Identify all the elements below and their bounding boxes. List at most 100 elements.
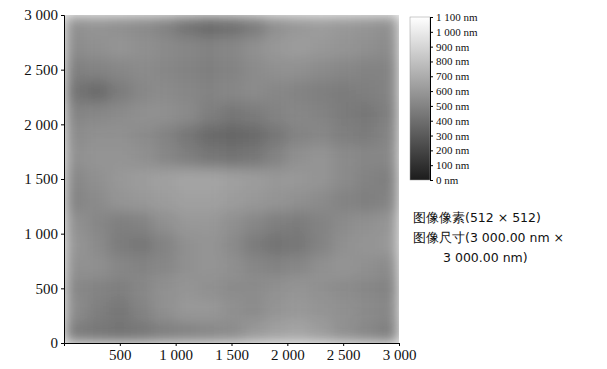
color-bar-tick-mark <box>430 32 433 33</box>
cell <box>287 37 310 59</box>
cell <box>176 277 199 299</box>
cell <box>198 168 221 190</box>
cell <box>131 102 154 124</box>
cell <box>198 299 221 321</box>
cell <box>153 37 176 59</box>
cell <box>265 256 288 278</box>
cell <box>332 234 355 256</box>
cell <box>243 256 266 278</box>
cell <box>332 59 355 81</box>
cell <box>265 321 288 343</box>
cell <box>153 299 176 321</box>
cell <box>109 146 132 168</box>
y-tick-label: 500 <box>36 281 59 297</box>
cell <box>243 15 266 37</box>
cell <box>64 59 87 81</box>
cell <box>332 277 355 299</box>
cell <box>287 277 310 299</box>
cell <box>64 15 87 37</box>
cell <box>131 190 154 212</box>
cell <box>332 15 355 37</box>
cell <box>287 299 310 321</box>
cell <box>287 15 310 37</box>
cell <box>243 59 266 81</box>
cell <box>332 190 355 212</box>
cell <box>198 256 221 278</box>
cell <box>109 81 132 103</box>
cell <box>198 81 221 103</box>
cell <box>176 190 199 212</box>
cell <box>220 299 243 321</box>
cell <box>354 59 377 81</box>
x-tick: 2 500 <box>327 343 361 363</box>
x-axis-line <box>65 344 400 347</box>
cell <box>332 321 355 343</box>
cell <box>153 168 176 190</box>
color-bar-tick-label: 600 nm <box>436 85 470 97</box>
y-tick-mark <box>61 124 64 125</box>
x-tick-label: 3 000 <box>383 347 417 363</box>
cell <box>86 321 109 343</box>
cell <box>310 277 333 299</box>
cell <box>109 124 132 146</box>
cell <box>377 256 399 278</box>
cell <box>109 212 132 234</box>
cell <box>287 146 310 168</box>
cell <box>354 277 377 299</box>
y-tick-mark <box>61 15 64 16</box>
cell <box>243 168 266 190</box>
color-bar-tick-mark <box>430 121 433 122</box>
cell <box>86 234 109 256</box>
cell <box>109 102 132 124</box>
cell <box>243 299 266 321</box>
annotation: 图像尺寸(3 000.00 nm × <box>413 230 564 245</box>
cell <box>64 81 87 103</box>
color-bar-tick-mark <box>430 76 433 77</box>
cell <box>64 37 87 59</box>
color-bar-axis: 0 nm100 nm200 nm300 nm400 nm500 nm600 nm… <box>430 11 478 186</box>
color-bar-tick-label: 900 nm <box>436 41 470 53</box>
cell <box>64 102 87 124</box>
cell <box>377 37 399 59</box>
cell <box>176 37 199 59</box>
cell <box>377 234 399 256</box>
cell <box>64 321 87 343</box>
cell <box>86 168 109 190</box>
cell <box>131 277 154 299</box>
cell <box>64 190 87 212</box>
cell <box>109 168 132 190</box>
x-tick-mark <box>343 343 344 346</box>
cell <box>86 81 109 103</box>
cell <box>287 234 310 256</box>
cell <box>377 15 399 37</box>
cell <box>220 212 243 234</box>
y-tick-label: 3 000 <box>24 7 58 23</box>
cell <box>220 321 243 343</box>
cell <box>176 81 199 103</box>
cell <box>265 37 288 59</box>
cell <box>265 15 288 37</box>
cell <box>131 234 154 256</box>
cell <box>310 124 333 146</box>
x-axis: 5001 0001 5002 0002 5003 000 <box>65 343 417 363</box>
cell <box>265 59 288 81</box>
color-bar-tick: 400 nm <box>430 115 470 127</box>
cell <box>176 234 199 256</box>
cell <box>243 277 266 299</box>
cell <box>198 321 221 343</box>
cell <box>153 321 176 343</box>
cell <box>310 190 333 212</box>
cell <box>109 299 132 321</box>
cell <box>131 168 154 190</box>
color-bar-tick-mark <box>430 91 433 92</box>
cell <box>176 15 199 37</box>
cell <box>287 59 310 81</box>
cell <box>198 59 221 81</box>
cell <box>109 15 132 37</box>
cell <box>220 256 243 278</box>
cell <box>243 81 266 103</box>
cell <box>64 277 87 299</box>
cell <box>220 37 243 59</box>
cell <box>243 124 266 146</box>
cell <box>109 256 132 278</box>
